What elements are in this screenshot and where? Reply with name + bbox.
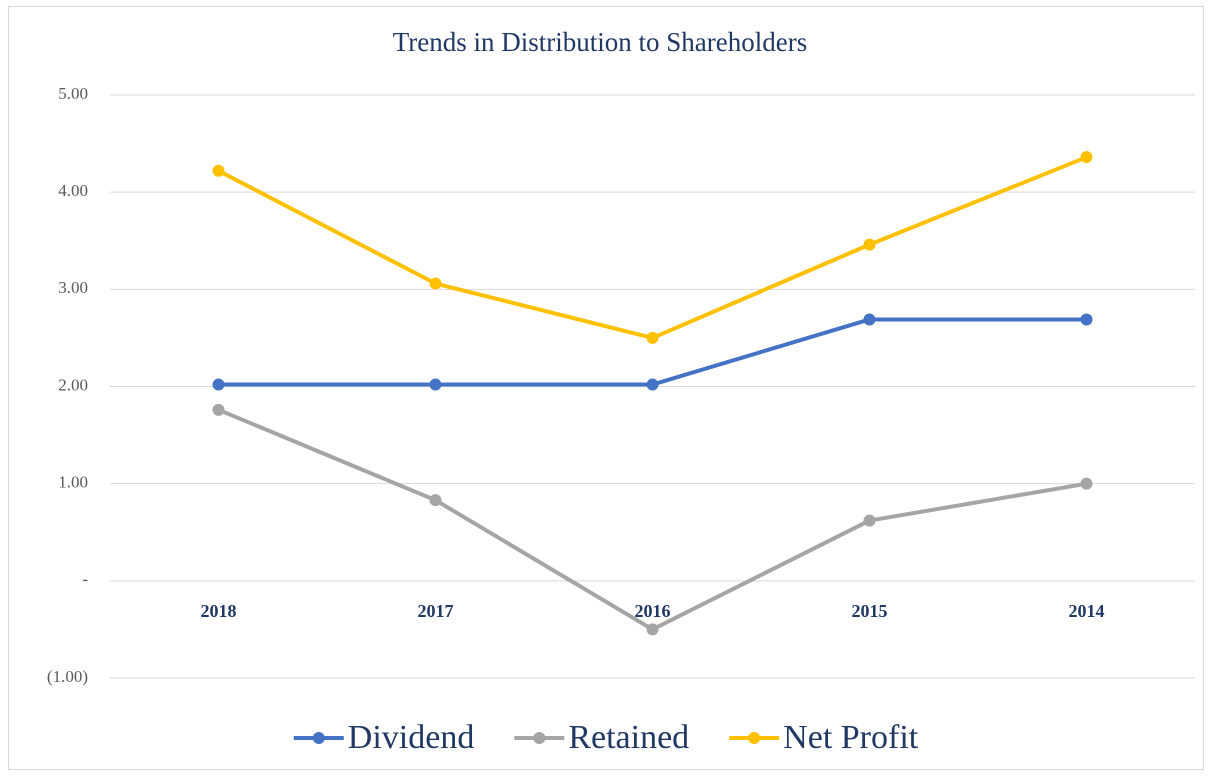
data-point [212, 378, 225, 391]
y-tick-label: 4.00 [58, 181, 88, 200]
data-point [429, 277, 442, 290]
data-point [646, 623, 659, 636]
data-point [212, 403, 225, 416]
x-tick-label: 2018 [201, 601, 237, 621]
x-tick-label: 2017 [418, 601, 454, 621]
chart-title: Trends in Distribution to Shareholders [393, 27, 808, 57]
y-tick-label: 5.00 [58, 84, 88, 103]
data-point [1080, 313, 1093, 326]
data-point [863, 313, 876, 326]
x-tick-label: 2014 [1069, 601, 1105, 621]
x-tick-label: 2015 [852, 601, 888, 621]
data-point [429, 378, 442, 391]
chart-border [8, 6, 1204, 770]
data-point [646, 378, 659, 391]
data-point [863, 238, 876, 251]
data-point [863, 514, 876, 527]
legend-label: Retained [568, 719, 689, 756]
y-tick-label: (1.00) [47, 667, 88, 686]
data-point [429, 494, 442, 507]
legend-label: Dividend [348, 719, 475, 756]
y-tick-label: 1.00 [58, 473, 88, 492]
legend-marker [533, 732, 546, 744]
data-point [1080, 151, 1093, 164]
data-point [212, 164, 225, 177]
y-tick-label: 3.00 [58, 278, 88, 297]
data-point [646, 331, 659, 344]
data-point [1080, 477, 1093, 490]
y-tick-label: 2.00 [58, 375, 88, 394]
legend-marker [748, 732, 761, 744]
legend-marker [312, 732, 325, 744]
legend-label: Net Profit [783, 719, 919, 756]
x-tick-label: 2016 [635, 601, 671, 621]
y-tick-label: - [82, 570, 88, 589]
